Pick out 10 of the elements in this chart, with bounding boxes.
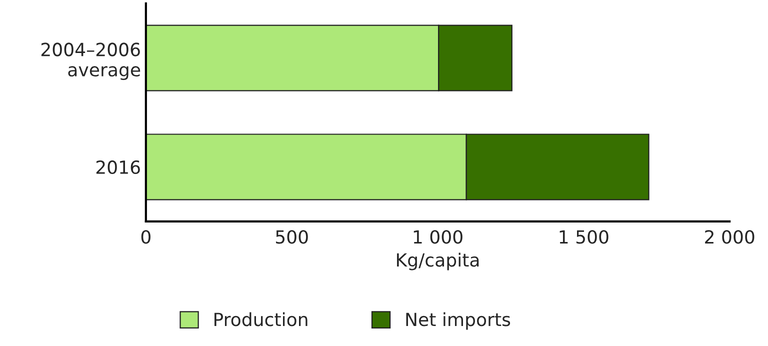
legend-label: Net imports <box>406 312 510 330</box>
y-tick-label: 2004–2006 average <box>41 42 140 80</box>
x-tick-label: 0 <box>141 230 150 244</box>
x-axis-title: Kg/capita <box>397 252 479 270</box>
legend-label: Production <box>214 312 308 326</box>
x-tick-label: 1 000 <box>414 230 462 244</box>
x-tick-label: 500 <box>276 230 308 244</box>
x-tick-label: 1 500 <box>560 230 608 244</box>
y-tick-label: 2016 <box>96 160 140 174</box>
x-tick-label: 2 000 <box>705 230 754 244</box>
